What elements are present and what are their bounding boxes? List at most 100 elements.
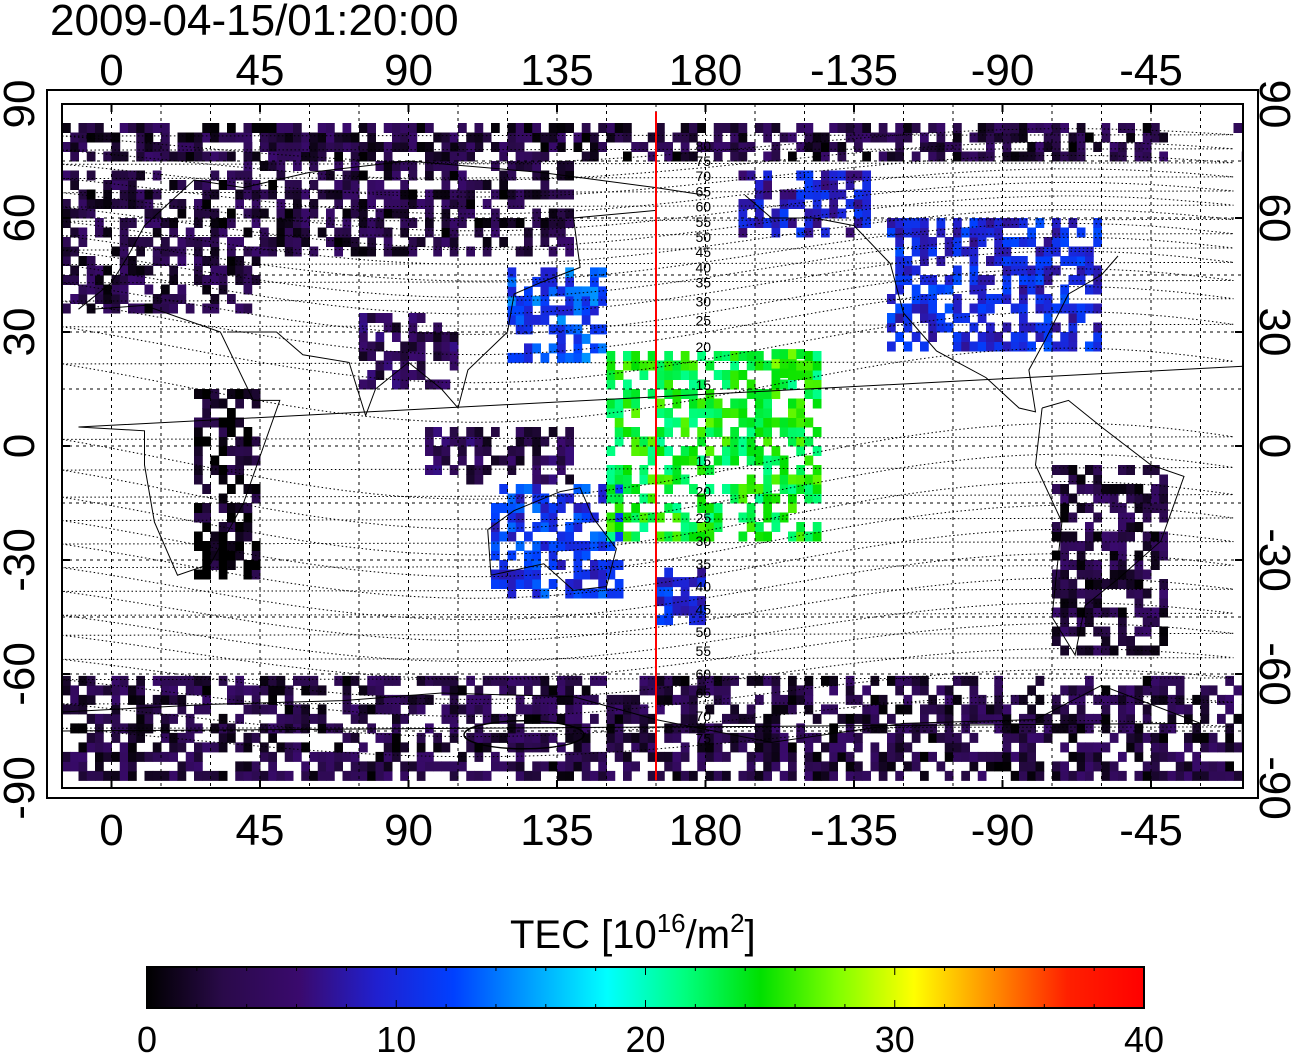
tec-cell xyxy=(920,704,929,715)
tec-cell xyxy=(260,723,269,734)
tec-cell xyxy=(103,227,112,238)
tec-cell xyxy=(507,675,517,686)
tec-cell xyxy=(441,227,451,238)
tec-cell xyxy=(474,474,484,485)
tec-cell xyxy=(763,436,772,447)
tec-cell xyxy=(1101,761,1111,772)
tec-cell xyxy=(62,761,71,772)
tec-cell xyxy=(763,531,772,542)
tec-cell xyxy=(111,284,121,295)
tec-cell xyxy=(862,704,871,715)
tec-cell xyxy=(95,284,104,295)
tec-cell xyxy=(614,723,624,734)
tec-cell xyxy=(177,208,187,219)
tec-cell xyxy=(565,675,574,686)
tec-cell xyxy=(482,132,492,143)
lat-label-left: 90 xyxy=(0,80,44,129)
tec-cell xyxy=(86,303,96,314)
tec-cell xyxy=(821,675,830,686)
tec-cell xyxy=(103,751,112,762)
tec-cell xyxy=(128,770,137,781)
tec-cell xyxy=(606,694,616,705)
tec-cell xyxy=(565,493,574,504)
tec-cell xyxy=(590,675,599,686)
tec-cell xyxy=(631,436,640,447)
tec-cell xyxy=(771,685,781,696)
tec-cell xyxy=(515,579,525,589)
tec-cell xyxy=(763,455,772,466)
tec-cell xyxy=(1060,484,1069,494)
tec-cell xyxy=(342,142,352,152)
tec-cell xyxy=(466,732,475,743)
tec-cell xyxy=(359,341,368,352)
tec-cell xyxy=(1200,713,1210,724)
tec-cell xyxy=(557,713,566,724)
tec-cell xyxy=(152,123,162,133)
tec-cell xyxy=(639,142,649,152)
tec-cell xyxy=(1027,151,1036,162)
tec-cell xyxy=(1076,770,1086,781)
tec-cell xyxy=(689,408,698,418)
tec-cell xyxy=(788,742,797,753)
tec-cell xyxy=(664,586,673,597)
tec-cell xyxy=(359,313,368,323)
tec-cell xyxy=(1085,761,1094,772)
tec-cell xyxy=(664,567,673,578)
tec-cell xyxy=(1019,732,1028,743)
tec-cell xyxy=(144,132,154,143)
tec-cell xyxy=(779,349,789,360)
tec-cell xyxy=(218,436,228,447)
tec-cell xyxy=(284,180,294,190)
tec-cell xyxy=(161,132,170,143)
tec-cell xyxy=(334,761,343,772)
tec-cell xyxy=(548,579,558,589)
tec-cell xyxy=(177,770,187,781)
tec-cell xyxy=(161,694,170,705)
tec-cell xyxy=(375,732,385,743)
tec-cell xyxy=(738,208,748,219)
tec-cell xyxy=(854,208,863,219)
tec-cell xyxy=(111,303,121,314)
tec-cell xyxy=(1109,142,1119,152)
tec-cell xyxy=(532,446,541,456)
tec-cell xyxy=(548,123,558,133)
tec-cell xyxy=(837,123,847,133)
tec-cell xyxy=(202,303,211,314)
tec-cell xyxy=(177,151,187,162)
tec-cell xyxy=(1093,284,1102,295)
tec-cell xyxy=(590,531,599,542)
tec-cell xyxy=(194,569,203,580)
tec-cell xyxy=(664,151,673,162)
tec-cell xyxy=(1101,531,1111,542)
tec-cell xyxy=(788,349,797,360)
tec-cell xyxy=(144,303,154,314)
tec-cell xyxy=(227,694,236,705)
tec-cell xyxy=(722,732,731,743)
tec-cell xyxy=(796,398,805,409)
tec-cell xyxy=(392,322,401,333)
tec-cell xyxy=(540,694,550,705)
tec-cell xyxy=(1134,626,1144,637)
tec-cell xyxy=(672,732,682,743)
tec-cell xyxy=(532,541,541,551)
tec-cell xyxy=(738,123,748,133)
tec-cell xyxy=(235,199,244,209)
tec-cell xyxy=(301,713,310,724)
tec-cell xyxy=(136,303,145,314)
tec-region-north-america xyxy=(887,218,1102,352)
tec-cell xyxy=(722,370,731,380)
tec-cell xyxy=(730,379,739,390)
tec-cell xyxy=(845,199,855,209)
tec-cell xyxy=(301,142,310,152)
tec-cell xyxy=(1019,151,1028,162)
tec-cell xyxy=(664,389,673,399)
tec-cell xyxy=(515,132,525,143)
tec-cell xyxy=(1085,751,1094,762)
tec-cell xyxy=(738,493,748,504)
tec-cell xyxy=(1043,332,1053,342)
tec-cell xyxy=(969,751,979,762)
tec-cell xyxy=(557,352,566,363)
tec-cell xyxy=(243,275,253,285)
tec-cell xyxy=(953,218,962,228)
tec-cell xyxy=(392,751,401,762)
